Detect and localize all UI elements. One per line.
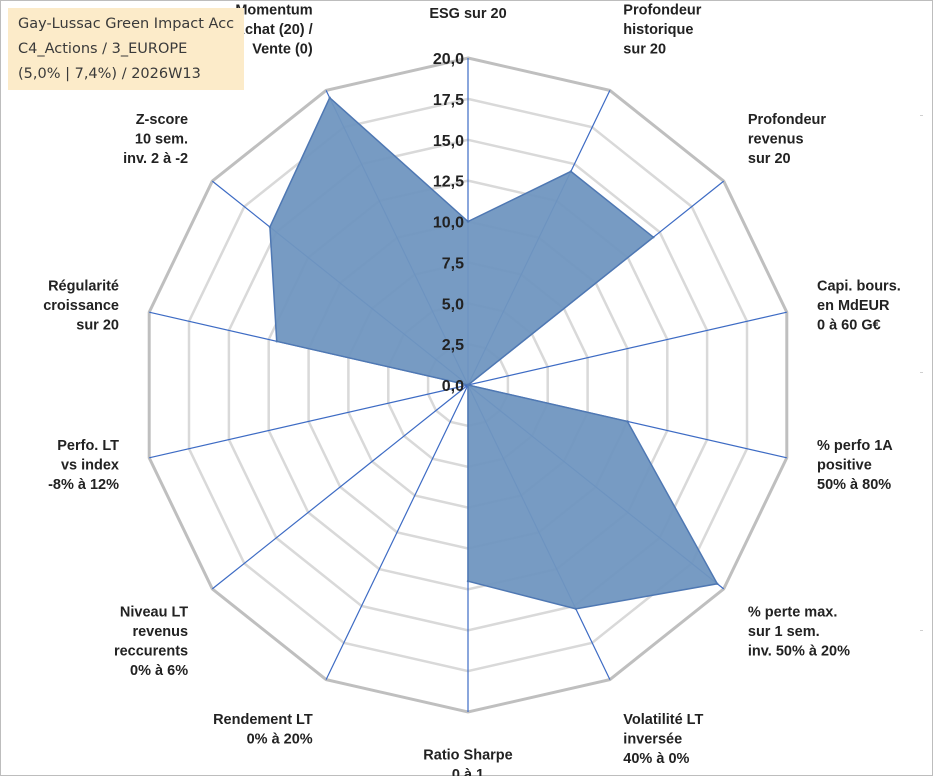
- data-point: [626, 420, 629, 423]
- fund-category: C4_Actions / 3_EUROPE: [18, 41, 188, 57]
- fund-stats: (5,0% | 7,4%) / 2026W13: [18, 66, 201, 82]
- data-point: [574, 607, 577, 611]
- category-label: Niveau LT revenus reccurents 0% à 6%: [114, 605, 188, 680]
- radial-tick-label: 17,5: [433, 92, 464, 109]
- radial-tick-label: 5,0: [442, 296, 464, 313]
- data-point: [716, 582, 719, 585]
- data-point: [268, 225, 272, 229]
- radial-tick-label: 7,5: [442, 255, 464, 272]
- category-label: Momentum Achat (20) / Vente (0): [235, 3, 313, 58]
- category-label: % perfo 1A positive 50% à 80%: [817, 438, 893, 493]
- radial-tick-label: 12,5: [433, 174, 464, 191]
- data-point: [275, 340, 278, 343]
- category-label: Rendement LT 0% à 20%: [213, 712, 313, 748]
- category-label: Perfo. LT vs index -8% à 12%: [48, 438, 119, 493]
- axis-spoke: [149, 384, 469, 459]
- edge-tick: [920, 372, 923, 373]
- category-label: % perte max. sur 1 sem. inv. 50% à 20%: [748, 605, 850, 660]
- data-point: [652, 236, 655, 239]
- data-point: [328, 96, 331, 99]
- category-label: Régularité croissance sur 20: [43, 279, 119, 334]
- radial-tick-label: 15,0: [433, 133, 464, 150]
- category-label: Profondeur revenus sur 20: [748, 112, 826, 167]
- radial-tick-label: 10,0: [433, 215, 464, 232]
- category-label: NoteESG sur 20: [429, 0, 506, 22]
- category-label: Z-score 10 sem. inv. 2 à -2: [123, 112, 188, 167]
- radial-tick-label: 20,0: [433, 51, 464, 68]
- axis-spoke: [467, 311, 787, 386]
- data-point: [466, 220, 470, 223]
- category-label: Profondeur historique sur 20: [623, 3, 701, 58]
- axis-spoke: [325, 384, 469, 680]
- radial-tick-labels: 0,0 2,5 5,0 7,5 10,0 12,5 15,0 17,5 20,0: [433, 51, 464, 395]
- radial-tick-label: 2,5: [442, 337, 464, 354]
- data-point: [466, 383, 470, 387]
- edge-tick: [920, 630, 923, 631]
- category-label: Capi. bours. en MdEUR 0 à 60 G€: [817, 279, 901, 334]
- radar-series: [268, 96, 719, 611]
- category-label: Volatilité LT inversée 40% à 0%: [623, 712, 703, 767]
- radial-tick-label: 0,0: [442, 378, 464, 395]
- fund-info-box: Gay-Lussac Green Impact Acc C4_Actions /…: [8, 8, 244, 90]
- axis-spoke: [211, 384, 469, 590]
- data-point: [569, 170, 573, 173]
- category-label: Ratio Sharpe 0 à 1: [423, 748, 512, 776]
- fund-name: Gay-Lussac Green Impact Acc: [18, 16, 235, 32]
- edge-tick: [920, 115, 923, 116]
- data-point: [466, 580, 470, 583]
